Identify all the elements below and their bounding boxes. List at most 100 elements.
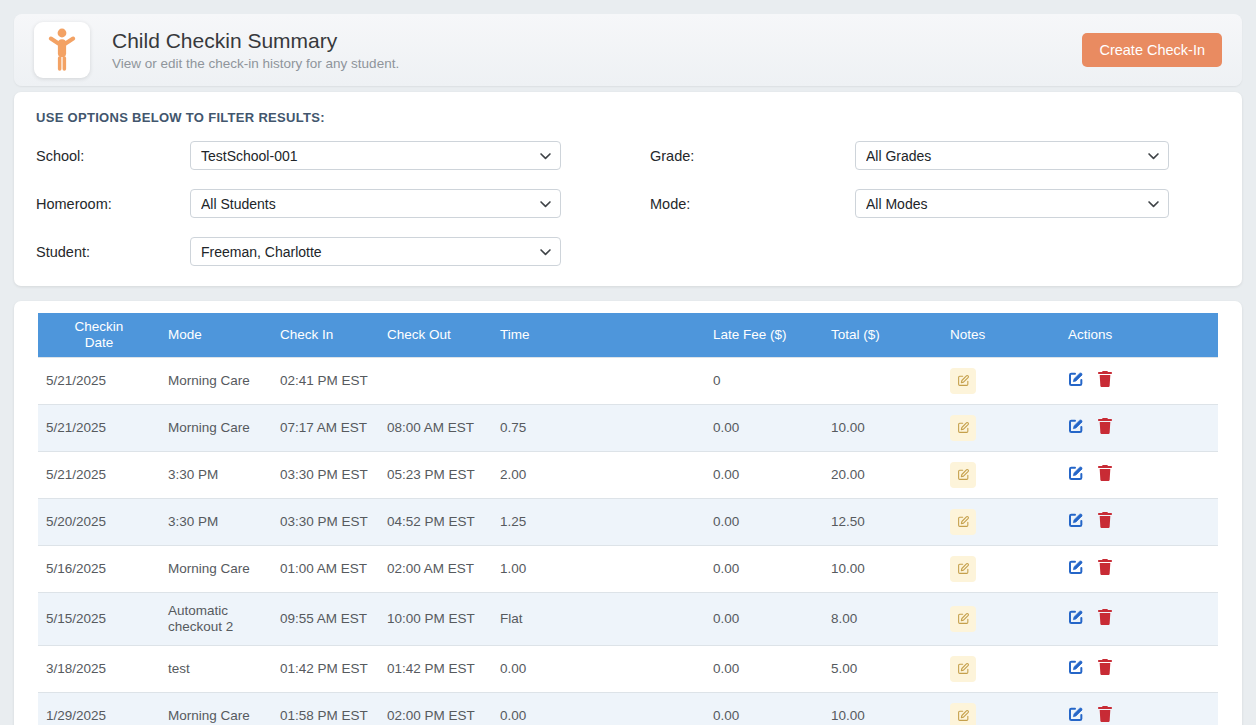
grade-select[interactable]: All Grades [855,141,1169,170]
col-check-in: Check In [272,313,379,357]
cell-check-out: 02:00 PM EST [379,692,492,725]
edit-row-button[interactable] [1068,609,1084,625]
checkin-table-body: 5/21/2025 Morning Care 02:41 PM EST 0 [38,357,1218,725]
edit-icon [1068,418,1084,434]
delete-row-button[interactable] [1098,609,1112,625]
cell-check-in: 01:58 PM EST [272,692,379,725]
cell-notes [942,404,1060,451]
cell-total: 10.00 [823,545,942,592]
table-row: 5/16/2025 Morning Care 01:00 AM EST 02:0… [38,545,1218,592]
mode-label: Mode: [650,196,855,212]
note-button[interactable] [950,606,976,632]
cell-actions [1060,592,1218,645]
table-row: 5/21/2025 3:30 PM 03:30 PM EST 05:23 PM … [38,451,1218,498]
page: Child Checkin Summary View or edit the c… [0,0,1256,725]
note-button[interactable] [950,415,976,441]
cell-notes [942,645,1060,692]
table-row: 5/20/2025 3:30 PM 03:30 PM EST 04:52 PM … [38,498,1218,545]
edit-row-button[interactable] [1068,706,1084,722]
checkin-table-panel: Checkin Date Mode Check In Check Out Tim… [14,301,1242,725]
table-row: 5/21/2025 Morning Care 02:41 PM EST 0 [38,357,1218,404]
col-mode: Mode [160,313,272,357]
cell-checkin-date: 5/21/2025 [38,357,160,404]
cell-mode: 3:30 PM [160,498,272,545]
school-select[interactable]: TestSchool-001 [190,141,561,170]
edit-row-button[interactable] [1068,659,1084,675]
cell-mode: Automatic checkout 2 [160,592,272,645]
homeroom-select[interactable]: All Students [190,189,561,218]
cell-checkin-date: 5/20/2025 [38,498,160,545]
note-button[interactable] [950,703,976,725]
cell-total: 10.00 [823,404,942,451]
edit-icon [1068,659,1084,675]
cell-actions [1060,404,1218,451]
col-checkin-date: Checkin Date [38,313,160,357]
trash-icon [1098,706,1112,722]
trash-icon [1098,465,1112,481]
create-checkin-button[interactable]: Create Check-In [1082,33,1222,67]
delete-row-button[interactable] [1098,418,1112,434]
filter-panel: USE OPTIONS BELOW TO FILTER RESULTS: Sch… [14,92,1242,286]
cell-total: 5.00 [823,645,942,692]
cell-notes [942,498,1060,545]
edit-row-button[interactable] [1068,371,1084,387]
edit-row-button[interactable] [1068,559,1084,575]
cell-check-in: 03:30 PM EST [272,451,379,498]
cell-time: Flat [492,592,705,645]
trash-icon [1098,659,1112,675]
trash-icon [1098,559,1112,575]
cell-checkin-date: 5/15/2025 [38,592,160,645]
note-button[interactable] [950,509,976,535]
trash-icon [1098,371,1112,387]
note-edit-icon [957,421,970,434]
trash-icon [1098,512,1112,528]
edit-icon [1068,465,1084,481]
filter-title: USE OPTIONS BELOW TO FILTER RESULTS: [36,110,1220,125]
delete-row-button[interactable] [1098,512,1112,528]
cell-check-in: 09:55 AM EST [272,592,379,645]
delete-row-button[interactable] [1098,465,1112,481]
cell-late-fee: 0 [705,357,823,404]
note-button[interactable] [950,368,976,394]
edit-row-button[interactable] [1068,418,1084,434]
cell-time: 0.75 [492,404,705,451]
table-row: 1/29/2025 Morning Care 01:58 PM EST 02:0… [38,692,1218,725]
table-header-row: Checkin Date Mode Check In Check Out Tim… [38,313,1218,357]
col-total: Total ($) [823,313,942,357]
cell-check-out: 01:42 PM EST [379,645,492,692]
col-actions: Actions [1060,313,1218,357]
edit-row-button[interactable] [1068,465,1084,481]
edit-icon [1068,512,1084,528]
page-header: Child Checkin Summary View or edit the c… [14,14,1242,86]
cell-check-out [379,357,492,404]
note-edit-icon [957,468,970,481]
delete-row-button[interactable] [1098,659,1112,675]
cell-late-fee: 0.00 [705,545,823,592]
edit-row-button[interactable] [1068,512,1084,528]
note-button[interactable] [950,556,976,582]
cell-mode: Morning Care [160,357,272,404]
cell-mode: Morning Care [160,404,272,451]
cell-actions [1060,545,1218,592]
cell-time: 1.00 [492,545,705,592]
cell-notes [942,692,1060,725]
note-button[interactable] [950,656,976,682]
cell-checkin-date: 5/21/2025 [38,451,160,498]
cell-check-out: 08:00 AM EST [379,404,492,451]
cell-time: 2.00 [492,451,705,498]
note-button[interactable] [950,462,976,488]
delete-row-button[interactable] [1098,559,1112,575]
mode-select[interactable]: All Modes [855,189,1169,218]
note-edit-icon [957,709,970,722]
child-icon-tile [34,22,90,78]
delete-row-button[interactable] [1098,706,1112,722]
delete-row-button[interactable] [1098,371,1112,387]
edit-icon [1068,371,1084,387]
note-edit-icon [957,612,970,625]
student-select[interactable]: Freeman, Charlotte [190,237,561,266]
cell-mode: 3:30 PM [160,451,272,498]
cell-check-in: 03:30 PM EST [272,498,379,545]
cell-total: 20.00 [823,451,942,498]
cell-time: 0.00 [492,692,705,725]
note-edit-icon [957,515,970,528]
